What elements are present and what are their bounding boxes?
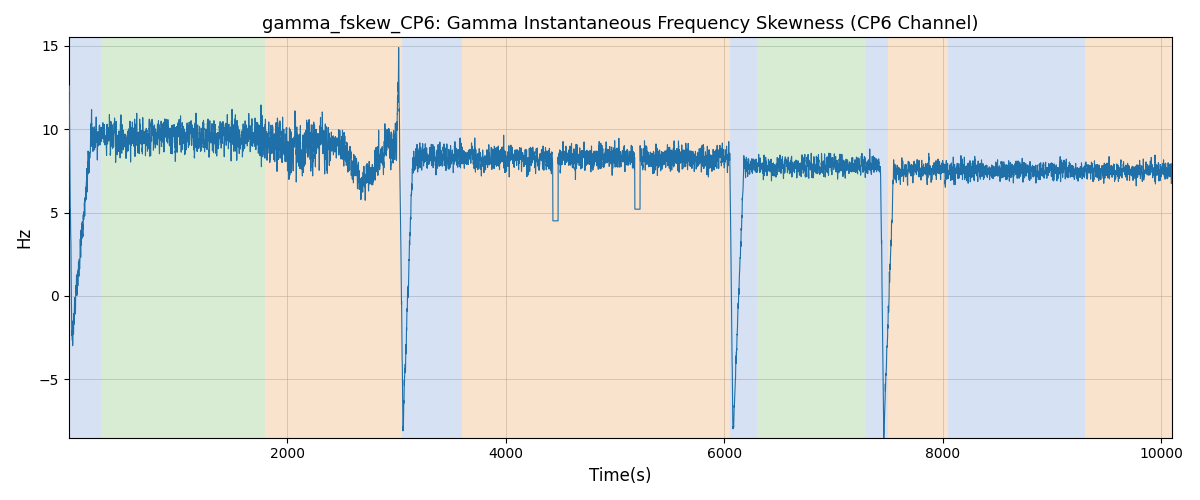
Bar (730, 38, 757, 438)
X-axis label: Time(s): Time(s) (589, 467, 652, 485)
Bar (757, 38, 866, 438)
Y-axis label: Hz: Hz (16, 227, 34, 248)
Bar (1085, 38, 1172, 438)
Bar (948, 38, 1085, 438)
Bar (265, 38, 402, 438)
Title: gamma_fskew_CP6: Gamma Instantaneous Frequency Skewness (CP6 Channel): gamma_fskew_CP6: Gamma Instantaneous Fre… (263, 15, 979, 34)
Bar (462, 38, 730, 438)
Bar (866, 38, 888, 438)
Bar (888, 38, 948, 438)
Bar (68, 38, 102, 438)
Bar (102, 38, 265, 438)
Bar (402, 38, 462, 438)
